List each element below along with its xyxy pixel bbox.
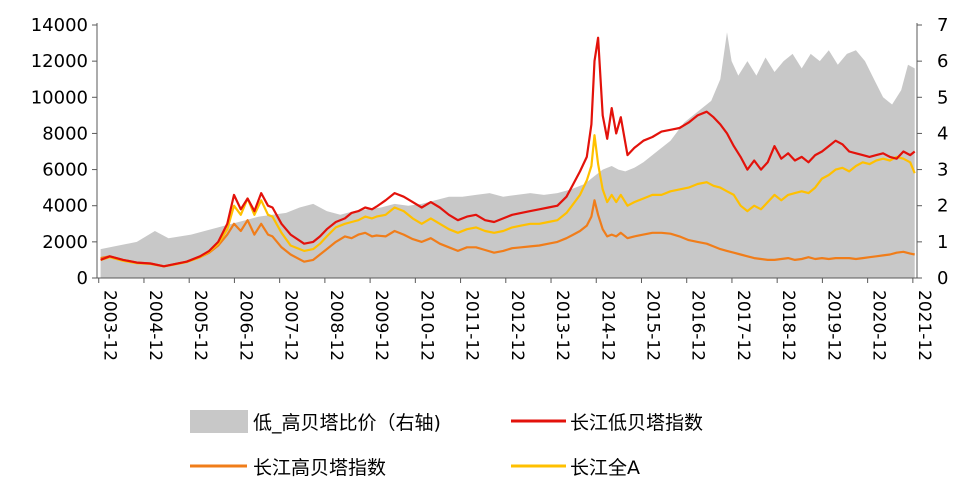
left-tick-label: 2000	[42, 232, 88, 253]
x-tick-label: 2013-12	[552, 290, 572, 361]
right-tick-label: 0	[937, 268, 948, 289]
x-tick-label: 2004-12	[145, 290, 165, 361]
series-area-ratio	[100, 32, 915, 279]
right-tick-label: 1	[937, 232, 948, 253]
left-tick-label: 0	[77, 268, 88, 289]
legend-label-low: 长江低贝塔指数	[570, 412, 703, 434]
x-tick-label: 2010-12	[416, 290, 436, 361]
legend-swatch-ratio	[190, 410, 248, 433]
x-tick-label: 2015-12	[643, 290, 663, 361]
x-tick-label: 2017-12	[733, 290, 753, 361]
legend-label-ratio: 低_高贝塔比价（右轴)	[253, 412, 441, 434]
legend-label-high: 长江高贝塔指数	[253, 457, 386, 479]
x-tick-label: 2020-12	[869, 290, 889, 361]
x-tick-label: 2018-12	[778, 290, 798, 361]
right-tick-label: 6	[937, 51, 948, 72]
x-tick-label: 2003-12	[100, 290, 120, 361]
area-layer	[100, 32, 915, 279]
series-line-all	[100, 134, 916, 268]
x-tick-label: 2021-12	[914, 290, 934, 361]
x-tick-label: 2005-12	[190, 290, 210, 361]
left-tick-label: 12000	[31, 51, 88, 72]
x-tick-label: 2012-12	[507, 290, 527, 361]
series-line-low	[100, 36, 916, 268]
x-tick-label: 2006-12	[235, 290, 255, 361]
axes-layer	[96, 23, 918, 279]
right-tick-label: 7	[937, 15, 948, 36]
left-tick-label: 8000	[42, 123, 88, 144]
x-tick-label: 2008-12	[326, 290, 346, 361]
left-tick-label: 14000	[31, 15, 88, 36]
series-line-high	[100, 199, 915, 268]
x-tick-label: 2019-12	[823, 290, 843, 361]
ticks-layer: 0 2000 4000 6000 8000 10000 12000 14000 0 1 2 3 4 5 6 7…	[31, 15, 949, 361]
x-tick-label: 2007-12	[281, 290, 301, 361]
legend-label-all: 长江全A	[570, 457, 640, 479]
left-tick-label: 4000	[42, 196, 88, 217]
x-tick-label: 2011-12	[462, 290, 482, 361]
legend: 低_高贝塔比价（右轴) 长江低贝塔指数 长江高贝塔指数 长江全A	[190, 410, 703, 479]
x-tick-label: 2016-12	[688, 290, 708, 361]
right-tick-label: 3	[937, 160, 948, 181]
x-tick-label: 2009-12	[371, 290, 391, 361]
right-tick-label: 4	[937, 123, 948, 144]
right-tick-label: 5	[937, 87, 948, 108]
lines-layer	[100, 36, 916, 268]
right-tick-label: 2	[937, 196, 948, 217]
x-tick-label: 2014-12	[597, 290, 617, 361]
left-tick-label: 10000	[31, 87, 88, 108]
left-tick-label: 6000	[42, 160, 88, 181]
